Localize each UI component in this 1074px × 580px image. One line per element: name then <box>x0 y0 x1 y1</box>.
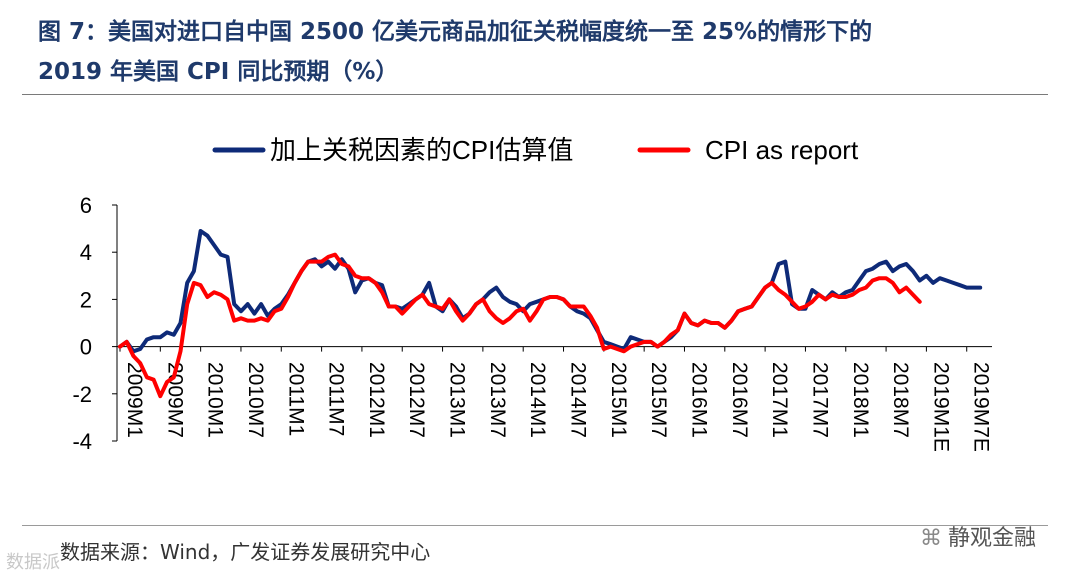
x-tick-label: 2013M7 <box>486 362 509 438</box>
title-line-1: 图 7：美国对进口自中国 2500 亿美元商品加征关税幅度统一至 25%的情形下… <box>38 19 873 45</box>
x-tick-label: 2011M1 <box>284 362 307 436</box>
x-tick-label: 2015M7 <box>647 362 670 438</box>
y-tick-label: 2 <box>80 287 92 312</box>
x-tick-label: 2016M7 <box>728 362 751 438</box>
y-tick-label: -4 <box>72 429 92 454</box>
series-reported-cpi-line <box>118 252 922 399</box>
y-tick-label: 0 <box>80 335 92 360</box>
x-tick-label: 2012M7 <box>405 362 428 438</box>
x-tick-label: 2010M7 <box>244 362 267 438</box>
x-tick-label: 2019M1E <box>929 362 952 452</box>
x-tick-label: 2015M1 <box>607 362 630 438</box>
y-tick-label: 6 <box>80 193 92 218</box>
title-divider <box>22 94 1048 95</box>
x-tick-label: 2009M1 <box>123 362 146 438</box>
x-tick-label: 2012M1 <box>365 362 388 438</box>
watermark-text: 静观金融 <box>947 526 1036 551</box>
y-tick-label: 4 <box>80 240 92 265</box>
x-tick-label: 2018M1 <box>849 362 872 438</box>
wechat-watermark: ⌘ 静观金融 <box>920 520 1036 552</box>
x-tick-label: 2016M1 <box>687 362 710 438</box>
x-tick-label: 2011M7 <box>325 362 348 436</box>
x-tick-label: 2014M1 <box>526 362 549 438</box>
series-tariff-cpi-line <box>118 229 983 354</box>
legend-tariff-cpi-label: 加上关税因素的CPI估算值 <box>270 135 573 165</box>
x-tick-label: 2017M1 <box>768 362 791 438</box>
y-tick-label: -2 <box>72 382 92 407</box>
legend-reported-cpi-label: CPI as report <box>705 135 859 165</box>
wechat-icon: ⌘ <box>919 526 942 551</box>
x-tick-label: 2019M7E <box>970 362 993 452</box>
x-tick-label: 2013M1 <box>446 362 469 438</box>
x-tick-label: 2017M7 <box>808 362 831 438</box>
source-note: 数据来源：Wind，广发证券发展研究中心 <box>60 540 431 564</box>
x-tick-label: 2018M7 <box>889 362 912 438</box>
x-tick-label: 2010M1 <box>204 362 227 438</box>
footer-divider <box>22 525 1048 526</box>
watermark-left: 数据派 <box>6 552 60 573</box>
x-tick-label: 2014M7 <box>567 362 590 438</box>
title-line-2: 2019 年美国 CPI 同比预期（%） <box>38 59 399 85</box>
chart-title: 图 7：美国对进口自中国 2500 亿美元商品加征关税幅度统一至 25%的情形下… <box>38 12 1038 92</box>
